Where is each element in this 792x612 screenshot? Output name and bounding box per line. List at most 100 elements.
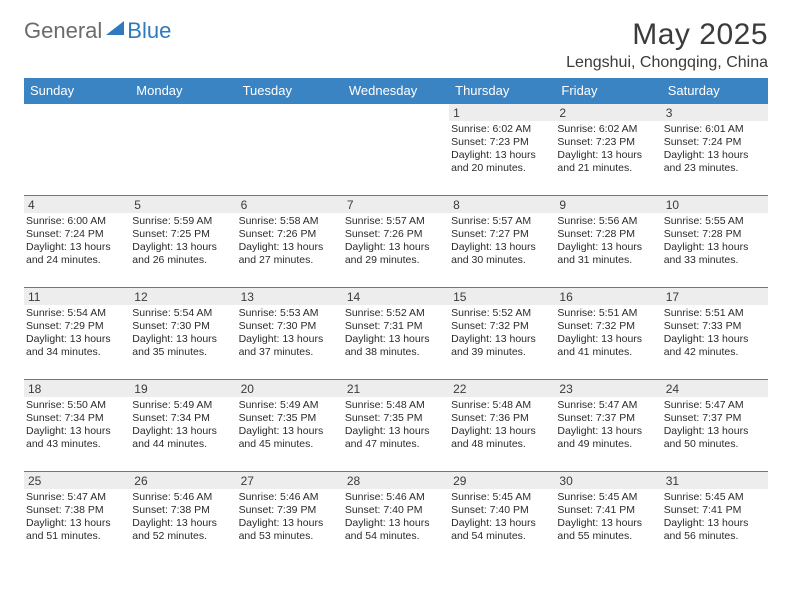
- weekday-sunday: Sunday: [24, 78, 130, 104]
- day-cell: 15Sunrise: 5:52 AMSunset: 7:32 PMDayligh…: [449, 288, 555, 380]
- weekday-saturday: Saturday: [662, 78, 768, 104]
- day-body: Sunrise: 5:46 AMSunset: 7:39 PMDaylight:…: [237, 489, 343, 546]
- day-cell: 1Sunrise: 6:02 AMSunset: 7:23 PMDaylight…: [449, 104, 555, 196]
- calendar-body: 1Sunrise: 6:02 AMSunset: 7:23 PMDaylight…: [24, 104, 768, 564]
- day-number: 13: [237, 288, 343, 305]
- day-body: Sunrise: 6:00 AMSunset: 7:24 PMDaylight:…: [24, 213, 130, 270]
- day-cell: 12Sunrise: 5:54 AMSunset: 7:30 PMDayligh…: [130, 288, 236, 380]
- day-number: 31: [662, 472, 768, 489]
- day-body: Sunrise: 5:50 AMSunset: 7:34 PMDaylight:…: [24, 397, 130, 454]
- day-body: Sunrise: 5:57 AMSunset: 7:26 PMDaylight:…: [343, 213, 449, 270]
- day-body: Sunrise: 6:02 AMSunset: 7:23 PMDaylight:…: [449, 121, 555, 178]
- day-cell: 4Sunrise: 6:00 AMSunset: 7:24 PMDaylight…: [24, 196, 130, 288]
- day-number: 29: [449, 472, 555, 489]
- day-cell: 22Sunrise: 5:48 AMSunset: 7:36 PMDayligh…: [449, 380, 555, 472]
- day-number: [24, 104, 130, 121]
- day-number: 7: [343, 196, 449, 213]
- day-number: 22: [449, 380, 555, 397]
- weekday-friday: Friday: [555, 78, 661, 104]
- day-body: Sunrise: 5:47 AMSunset: 7:38 PMDaylight:…: [24, 489, 130, 546]
- month-title: May 2025: [566, 18, 768, 52]
- logo-triangle-icon: [106, 21, 124, 35]
- day-body: Sunrise: 5:49 AMSunset: 7:34 PMDaylight:…: [130, 397, 236, 454]
- day-number: 9: [555, 196, 661, 213]
- day-number: [130, 104, 236, 121]
- logo-text-blue: Blue: [127, 18, 171, 44]
- day-body: Sunrise: 5:59 AMSunset: 7:25 PMDaylight:…: [130, 213, 236, 270]
- day-body: Sunrise: 5:45 AMSunset: 7:40 PMDaylight:…: [449, 489, 555, 546]
- day-body: Sunrise: 5:48 AMSunset: 7:36 PMDaylight:…: [449, 397, 555, 454]
- week-row: 11Sunrise: 5:54 AMSunset: 7:29 PMDayligh…: [24, 288, 768, 380]
- location-label: Lengshui, Chongqing, China: [566, 54, 768, 72]
- day-cell: 18Sunrise: 5:50 AMSunset: 7:34 PMDayligh…: [24, 380, 130, 472]
- day-number: 3: [662, 104, 768, 121]
- calendar-table: SundayMondayTuesdayWednesdayThursdayFrid…: [24, 78, 768, 564]
- day-number: 4: [24, 196, 130, 213]
- day-cell: 14Sunrise: 5:52 AMSunset: 7:31 PMDayligh…: [343, 288, 449, 380]
- day-number: 20: [237, 380, 343, 397]
- day-number: 16: [555, 288, 661, 305]
- day-cell: [24, 104, 130, 196]
- day-body: Sunrise: 5:54 AMSunset: 7:29 PMDaylight:…: [24, 305, 130, 362]
- day-cell: 24Sunrise: 5:47 AMSunset: 7:37 PMDayligh…: [662, 380, 768, 472]
- day-number: 21: [343, 380, 449, 397]
- day-cell: 27Sunrise: 5:46 AMSunset: 7:39 PMDayligh…: [237, 472, 343, 564]
- day-number: [343, 104, 449, 121]
- day-body: Sunrise: 5:47 AMSunset: 7:37 PMDaylight:…: [555, 397, 661, 454]
- day-cell: 30Sunrise: 5:45 AMSunset: 7:41 PMDayligh…: [555, 472, 661, 564]
- day-body: Sunrise: 5:49 AMSunset: 7:35 PMDaylight:…: [237, 397, 343, 454]
- calendar-head: SundayMondayTuesdayWednesdayThursdayFrid…: [24, 78, 768, 104]
- day-number: 17: [662, 288, 768, 305]
- day-number: 23: [555, 380, 661, 397]
- day-cell: 17Sunrise: 5:51 AMSunset: 7:33 PMDayligh…: [662, 288, 768, 380]
- day-body: Sunrise: 5:56 AMSunset: 7:28 PMDaylight:…: [555, 213, 661, 270]
- day-body: Sunrise: 5:54 AMSunset: 7:30 PMDaylight:…: [130, 305, 236, 362]
- week-row: 4Sunrise: 6:00 AMSunset: 7:24 PMDaylight…: [24, 196, 768, 288]
- day-body: Sunrise: 5:45 AMSunset: 7:41 PMDaylight:…: [555, 489, 661, 546]
- day-cell: 6Sunrise: 5:58 AMSunset: 7:26 PMDaylight…: [237, 196, 343, 288]
- day-number: 19: [130, 380, 236, 397]
- day-body: Sunrise: 5:52 AMSunset: 7:31 PMDaylight:…: [343, 305, 449, 362]
- day-number: 12: [130, 288, 236, 305]
- day-cell: 13Sunrise: 5:53 AMSunset: 7:30 PMDayligh…: [237, 288, 343, 380]
- day-number: 27: [237, 472, 343, 489]
- day-cell: 25Sunrise: 5:47 AMSunset: 7:38 PMDayligh…: [24, 472, 130, 564]
- logo: General Blue: [24, 18, 171, 44]
- day-cell: 11Sunrise: 5:54 AMSunset: 7:29 PMDayligh…: [24, 288, 130, 380]
- day-number: 11: [24, 288, 130, 305]
- day-body: Sunrise: 5:55 AMSunset: 7:28 PMDaylight:…: [662, 213, 768, 270]
- day-body: Sunrise: 5:45 AMSunset: 7:41 PMDaylight:…: [662, 489, 768, 546]
- day-number: 25: [24, 472, 130, 489]
- day-cell: 28Sunrise: 5:46 AMSunset: 7:40 PMDayligh…: [343, 472, 449, 564]
- week-row: 1Sunrise: 6:02 AMSunset: 7:23 PMDaylight…: [24, 104, 768, 196]
- day-cell: 29Sunrise: 5:45 AMSunset: 7:40 PMDayligh…: [449, 472, 555, 564]
- day-body: Sunrise: 5:47 AMSunset: 7:37 PMDaylight:…: [662, 397, 768, 454]
- day-number: 18: [24, 380, 130, 397]
- day-number: [237, 104, 343, 121]
- day-cell: 23Sunrise: 5:47 AMSunset: 7:37 PMDayligh…: [555, 380, 661, 472]
- day-cell: 3Sunrise: 6:01 AMSunset: 7:24 PMDaylight…: [662, 104, 768, 196]
- weekday-monday: Monday: [130, 78, 236, 104]
- day-cell: 20Sunrise: 5:49 AMSunset: 7:35 PMDayligh…: [237, 380, 343, 472]
- weekday-thursday: Thursday: [449, 78, 555, 104]
- day-cell: [130, 104, 236, 196]
- day-body: Sunrise: 5:46 AMSunset: 7:40 PMDaylight:…: [343, 489, 449, 546]
- day-number: 2: [555, 104, 661, 121]
- day-body: Sunrise: 5:57 AMSunset: 7:27 PMDaylight:…: [449, 213, 555, 270]
- day-cell: [343, 104, 449, 196]
- day-cell: 7Sunrise: 5:57 AMSunset: 7:26 PMDaylight…: [343, 196, 449, 288]
- day-number: 6: [237, 196, 343, 213]
- day-number: 14: [343, 288, 449, 305]
- day-body: Sunrise: 5:51 AMSunset: 7:33 PMDaylight:…: [662, 305, 768, 362]
- day-number: 26: [130, 472, 236, 489]
- day-cell: 31Sunrise: 5:45 AMSunset: 7:41 PMDayligh…: [662, 472, 768, 564]
- day-body: Sunrise: 5:48 AMSunset: 7:35 PMDaylight:…: [343, 397, 449, 454]
- logo-text-general: General: [24, 18, 102, 44]
- week-row: 25Sunrise: 5:47 AMSunset: 7:38 PMDayligh…: [24, 472, 768, 564]
- day-body: Sunrise: 5:52 AMSunset: 7:32 PMDaylight:…: [449, 305, 555, 362]
- day-body: Sunrise: 6:01 AMSunset: 7:24 PMDaylight:…: [662, 121, 768, 178]
- day-number: 28: [343, 472, 449, 489]
- day-cell: 21Sunrise: 5:48 AMSunset: 7:35 PMDayligh…: [343, 380, 449, 472]
- title-block: May 2025 Lengshui, Chongqing, China: [566, 18, 768, 72]
- day-cell: 10Sunrise: 5:55 AMSunset: 7:28 PMDayligh…: [662, 196, 768, 288]
